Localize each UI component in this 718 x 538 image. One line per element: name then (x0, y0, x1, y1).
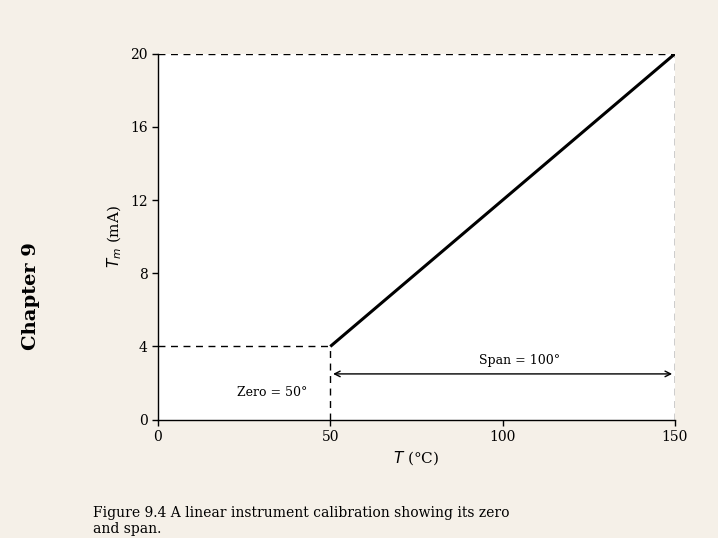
Text: Span = 100°: Span = 100° (480, 353, 560, 366)
Y-axis label: $T_m$ (mA): $T_m$ (mA) (106, 205, 124, 268)
X-axis label: $T$ (°C): $T$ (°C) (393, 450, 439, 468)
Text: Figure 9.4 A linear instrument calibration showing its zero
and span.: Figure 9.4 A linear instrument calibrati… (93, 506, 510, 536)
Text: Chapter 9: Chapter 9 (22, 242, 39, 350)
Text: Zero = 50°: Zero = 50° (236, 386, 307, 399)
